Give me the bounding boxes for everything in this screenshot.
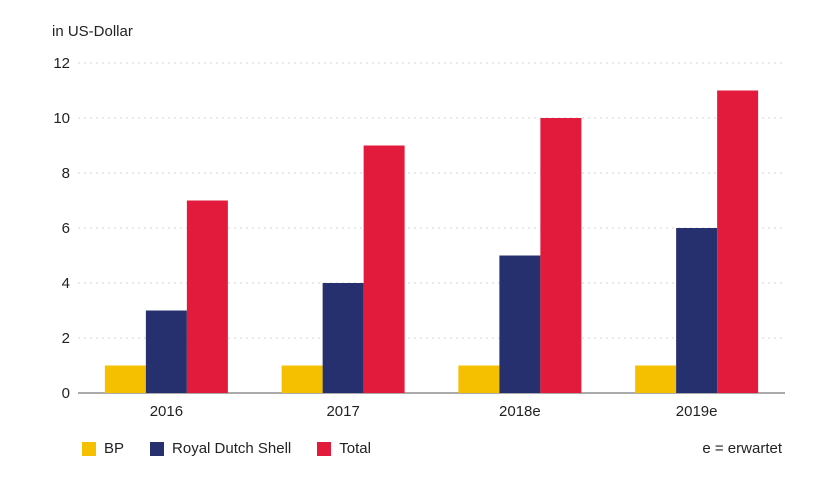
bar-total-2018e bbox=[540, 118, 582, 393]
legend-label-bp: BP bbox=[104, 440, 125, 457]
y-tick-label: 4 bbox=[62, 275, 70, 292]
legend-item-shell: Royal Dutch Shell bbox=[150, 440, 291, 457]
x-tick-label: 2017 bbox=[326, 403, 359, 420]
bar-bp-2019e bbox=[635, 365, 677, 393]
y-tick-label: 10 bbox=[53, 110, 70, 127]
y-tick-label: 6 bbox=[62, 220, 70, 237]
legend-item-bp: BP bbox=[82, 440, 124, 457]
bar-total-2016 bbox=[186, 200, 228, 393]
bar-bp-2018e bbox=[458, 365, 500, 393]
bar-royal-dutch-shell-2016 bbox=[145, 310, 187, 393]
y-tick-label: 2 bbox=[62, 330, 70, 347]
legend-swatch-shell bbox=[150, 441, 165, 456]
expected-note: e = erwartet bbox=[702, 440, 782, 457]
bar-total-2019e bbox=[717, 90, 759, 393]
bar-bp-2017 bbox=[281, 365, 323, 393]
bar-royal-dutch-shell-2019e bbox=[676, 228, 718, 393]
legend: BP Royal Dutch Shell Total bbox=[82, 440, 397, 457]
bar-total-2017 bbox=[363, 145, 405, 393]
bar-bp-2016 bbox=[104, 365, 146, 393]
bar-royal-dutch-shell-2017 bbox=[322, 283, 364, 393]
legend-item-total: Total bbox=[317, 440, 371, 457]
x-tick-label: 2016 bbox=[150, 403, 183, 420]
y-tick-label: 12 bbox=[53, 55, 70, 72]
x-tick-label: 2019e bbox=[676, 403, 718, 420]
y-tick-label: 8 bbox=[62, 165, 70, 182]
x-tick-label: 2018e bbox=[499, 403, 541, 420]
legend-swatch-total bbox=[317, 441, 332, 456]
y-axis-label: in US-Dollar bbox=[52, 23, 133, 40]
y-tick-label: 0 bbox=[62, 385, 70, 402]
legend-label-shell: Royal Dutch Shell bbox=[172, 440, 292, 457]
legend-swatch-bp bbox=[82, 441, 96, 456]
legend-label-total: Total bbox=[339, 440, 371, 457]
bar-royal-dutch-shell-2018e bbox=[499, 255, 541, 393]
